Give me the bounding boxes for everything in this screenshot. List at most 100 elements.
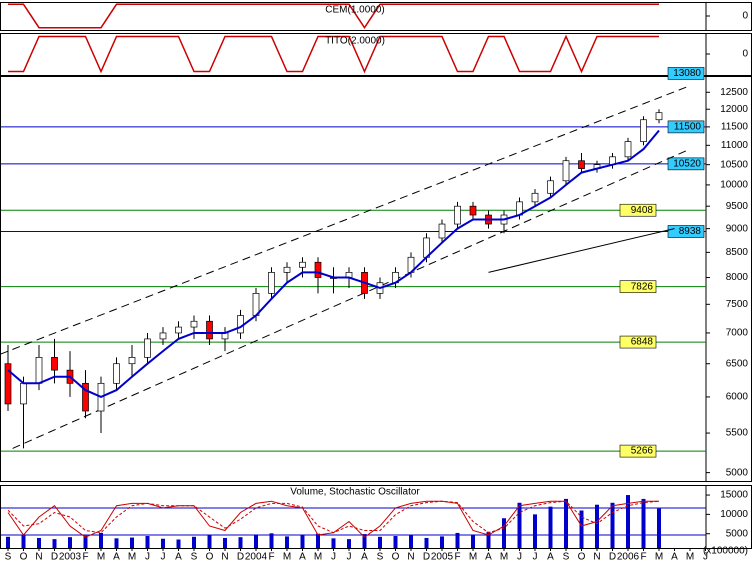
candle-body xyxy=(4,363,12,405)
x-tick-label: D xyxy=(423,552,430,563)
x-tick-label: D xyxy=(609,552,616,563)
volume-bar xyxy=(114,538,119,548)
x-tick-label: O xyxy=(20,552,28,563)
x-tick-label: J xyxy=(347,552,352,563)
x-tick-label: J xyxy=(145,552,150,563)
x-tick-label: A xyxy=(547,552,554,563)
volume-bar xyxy=(238,537,243,548)
volume-bar xyxy=(657,508,661,548)
level-box xyxy=(619,280,657,293)
unit-label: (x100000) xyxy=(703,546,748,557)
moving-average xyxy=(7,129,660,398)
candle-body xyxy=(175,326,182,334)
x-tick-label: J xyxy=(703,552,708,563)
x-tick-label: O xyxy=(392,552,400,563)
panel-title: Volume, Stochastic Oscillator xyxy=(290,487,420,498)
volume-bar xyxy=(393,536,398,548)
y-tick-label: 11500 xyxy=(721,122,749,133)
candle-body xyxy=(454,205,461,225)
y-tick-label: 0 xyxy=(742,49,748,60)
trend-line xyxy=(12,148,691,449)
volume-bar xyxy=(626,495,630,548)
y-tick-label: 9500 xyxy=(726,201,749,212)
volume-bar xyxy=(316,533,320,548)
candle-body xyxy=(190,320,198,328)
x-tick-label: A xyxy=(485,552,492,563)
x-tick-label: N xyxy=(593,552,600,563)
x-tick-label: S xyxy=(377,552,384,563)
y-tick-label: 7000 xyxy=(726,328,749,339)
trend-line xyxy=(0,85,691,355)
volume-bar xyxy=(52,539,57,548)
level-label: 8938 xyxy=(679,226,702,237)
volume-bar xyxy=(440,536,444,548)
y-tick-label: 9000 xyxy=(726,223,749,234)
volume-bar xyxy=(83,535,88,548)
volume-bar xyxy=(533,514,537,548)
x-tick-label: M xyxy=(469,552,477,563)
volume-bar xyxy=(362,534,367,548)
y-tick-label: 5000 xyxy=(726,467,749,478)
candle-body xyxy=(20,382,27,405)
candle-body xyxy=(299,261,306,268)
level-label: 10520 xyxy=(673,159,701,170)
volume-bar xyxy=(331,538,336,548)
candle-body xyxy=(314,261,322,278)
candle-body xyxy=(237,315,244,334)
x-tick-label: A xyxy=(671,552,678,563)
candle-body xyxy=(531,192,539,203)
volume-bar xyxy=(517,502,522,548)
x-tick-label: M xyxy=(655,552,663,563)
y-tick-label: 8500 xyxy=(726,247,749,258)
x-tick-label: F xyxy=(268,552,274,563)
candle-body xyxy=(35,357,43,384)
y-tick-label: 10000 xyxy=(720,509,748,520)
y-tick-label: 5000 xyxy=(726,528,749,539)
level-box xyxy=(619,203,657,217)
volume-bar xyxy=(223,537,227,548)
y-tick-label: 10500 xyxy=(720,159,748,170)
y-tick-label: 5500 xyxy=(726,428,749,439)
panel-title: TITO(2.0000) xyxy=(325,36,385,47)
y-tick-label: 6000 xyxy=(726,392,749,403)
y-tick-label: 15000 xyxy=(720,490,748,501)
y-tick-label: 6500 xyxy=(726,358,749,369)
candle-body xyxy=(640,119,647,142)
level-label: 6848 xyxy=(631,337,654,348)
volume-bar xyxy=(176,539,181,548)
level-label: 7826 xyxy=(631,281,654,292)
level-box xyxy=(667,225,705,238)
volume-bar xyxy=(37,537,41,548)
volume-bar xyxy=(471,534,475,548)
volume-bar xyxy=(455,532,460,548)
x-tick-label: 2005 xyxy=(431,552,454,563)
volume-bar xyxy=(99,532,103,548)
candle-body xyxy=(578,160,585,169)
volume-bar xyxy=(409,535,413,548)
x-tick-label: N xyxy=(407,552,414,563)
volume-bar xyxy=(285,536,289,548)
y-tick-label: 10000 xyxy=(720,180,748,191)
signal-line xyxy=(8,34,659,74)
volume-bar xyxy=(641,498,646,548)
x-tick-label: 2004 xyxy=(245,552,268,563)
level-box xyxy=(619,444,657,458)
candle-body xyxy=(144,338,151,358)
volume-bar xyxy=(424,537,429,548)
volume-bar xyxy=(486,531,491,548)
y-tick-label: 12500 xyxy=(720,87,748,98)
y-tick-label: 12000 xyxy=(720,104,748,115)
x-tick-label: F xyxy=(454,552,460,563)
x-tick-label: O xyxy=(206,552,214,563)
level-label: 5266 xyxy=(631,446,654,457)
volume-bar xyxy=(207,535,212,548)
panel-title: CEM(1.0000) xyxy=(325,5,384,16)
y-tick-label: 11000 xyxy=(721,140,749,151)
x-tick-label: J xyxy=(161,552,166,563)
volume-bar xyxy=(564,498,568,548)
x-tick-label: 2003 xyxy=(59,552,82,563)
volume-bar xyxy=(6,536,10,548)
volume-bar xyxy=(130,537,134,548)
volume-bar xyxy=(347,539,351,548)
